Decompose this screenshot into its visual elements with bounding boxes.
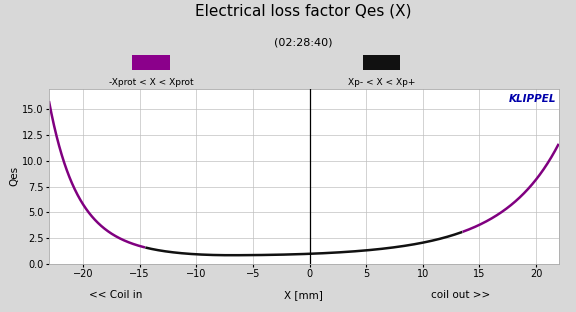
Text: coil out >>: coil out >> xyxy=(431,290,490,300)
Text: Electrical loss factor Qes (X): Electrical loss factor Qes (X) xyxy=(195,3,412,18)
Text: (02:28:40): (02:28:40) xyxy=(274,37,333,47)
Text: X [mm]: X [mm] xyxy=(284,290,323,300)
Text: Xp- < X < Xp+: Xp- < X < Xp+ xyxy=(348,78,415,87)
Text: KLIPPEL: KLIPPEL xyxy=(509,94,556,104)
Text: -Xprot < X < Xprot: -Xprot < X < Xprot xyxy=(109,78,194,87)
Y-axis label: Qes: Qes xyxy=(9,166,19,186)
Text: << Coil in: << Coil in xyxy=(89,290,142,300)
